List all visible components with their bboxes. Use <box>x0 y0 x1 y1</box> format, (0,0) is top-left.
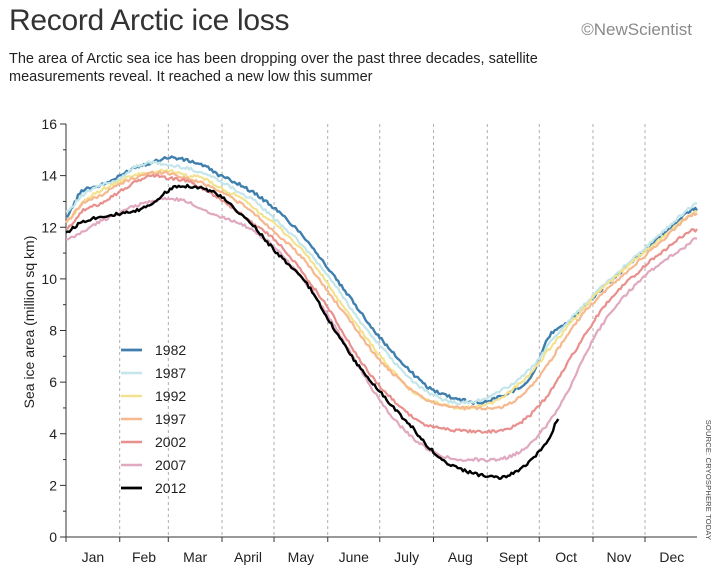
x-tick-label: Dec <box>659 549 684 565</box>
legend-label-2002: 2002 <box>155 434 186 450</box>
y-tick-label: 6 <box>49 374 57 390</box>
y-tick-label: 10 <box>41 271 57 287</box>
y-tick-label: 14 <box>41 168 57 184</box>
y-tick-label: 8 <box>49 323 57 339</box>
legend-label-2007: 2007 <box>155 457 186 473</box>
x-tick-label: Feb <box>132 549 156 565</box>
chart-subtitle: The area of Arctic sea ice has been drop… <box>9 51 538 85</box>
x-tick-label: Mar <box>183 549 207 565</box>
y-tick-label: 0 <box>49 529 57 545</box>
chart-axes: 0 2 4 6 8 10 12 14 16 Jan Feb Mar April May June July Au… <box>41 116 697 565</box>
x-tick-label: Jan <box>82 549 105 565</box>
brand-logo[interactable]: ©NewScientist <box>581 20 692 39</box>
legend-label-1987: 1987 <box>155 365 186 381</box>
chart-legend: 1982 1987 1992 1997 2002 2007 2012 <box>121 342 186 496</box>
x-tick-label: April <box>234 549 262 565</box>
y-tick-label: 12 <box>41 219 57 235</box>
x-tick-label: Nov <box>607 549 632 565</box>
y-axis-label: Sea ice area (million sq km) <box>21 236 37 409</box>
x-tick-label: July <box>394 549 419 565</box>
series-line-2007 <box>66 196 698 463</box>
chart-series <box>65 155 699 480</box>
x-tick-label: Oct <box>555 549 577 565</box>
x-tick-label: Sept <box>499 549 528 565</box>
series-line-2012 <box>65 183 560 480</box>
chart-title: Record Arctic ice loss <box>9 4 290 37</box>
legend-label-1992: 1992 <box>155 388 186 404</box>
source-note: SOURCE: CRYOSPHERE TODAY <box>704 420 712 541</box>
legend-label-1997: 1997 <box>155 411 186 427</box>
legend-label-1982: 1982 <box>155 342 186 358</box>
series-line-1992 <box>65 168 698 411</box>
y-tick-label: 2 <box>49 477 57 493</box>
y-tick-label: 4 <box>49 426 57 442</box>
x-tick-label: June <box>339 549 370 565</box>
y-tick-label: 16 <box>41 116 57 132</box>
x-tick-label: May <box>288 549 314 565</box>
series-line-2002 <box>65 173 698 434</box>
legend-label-2012: 2012 <box>155 480 186 496</box>
series-line-1997 <box>65 170 698 411</box>
x-tick-label: Aug <box>448 549 473 565</box>
